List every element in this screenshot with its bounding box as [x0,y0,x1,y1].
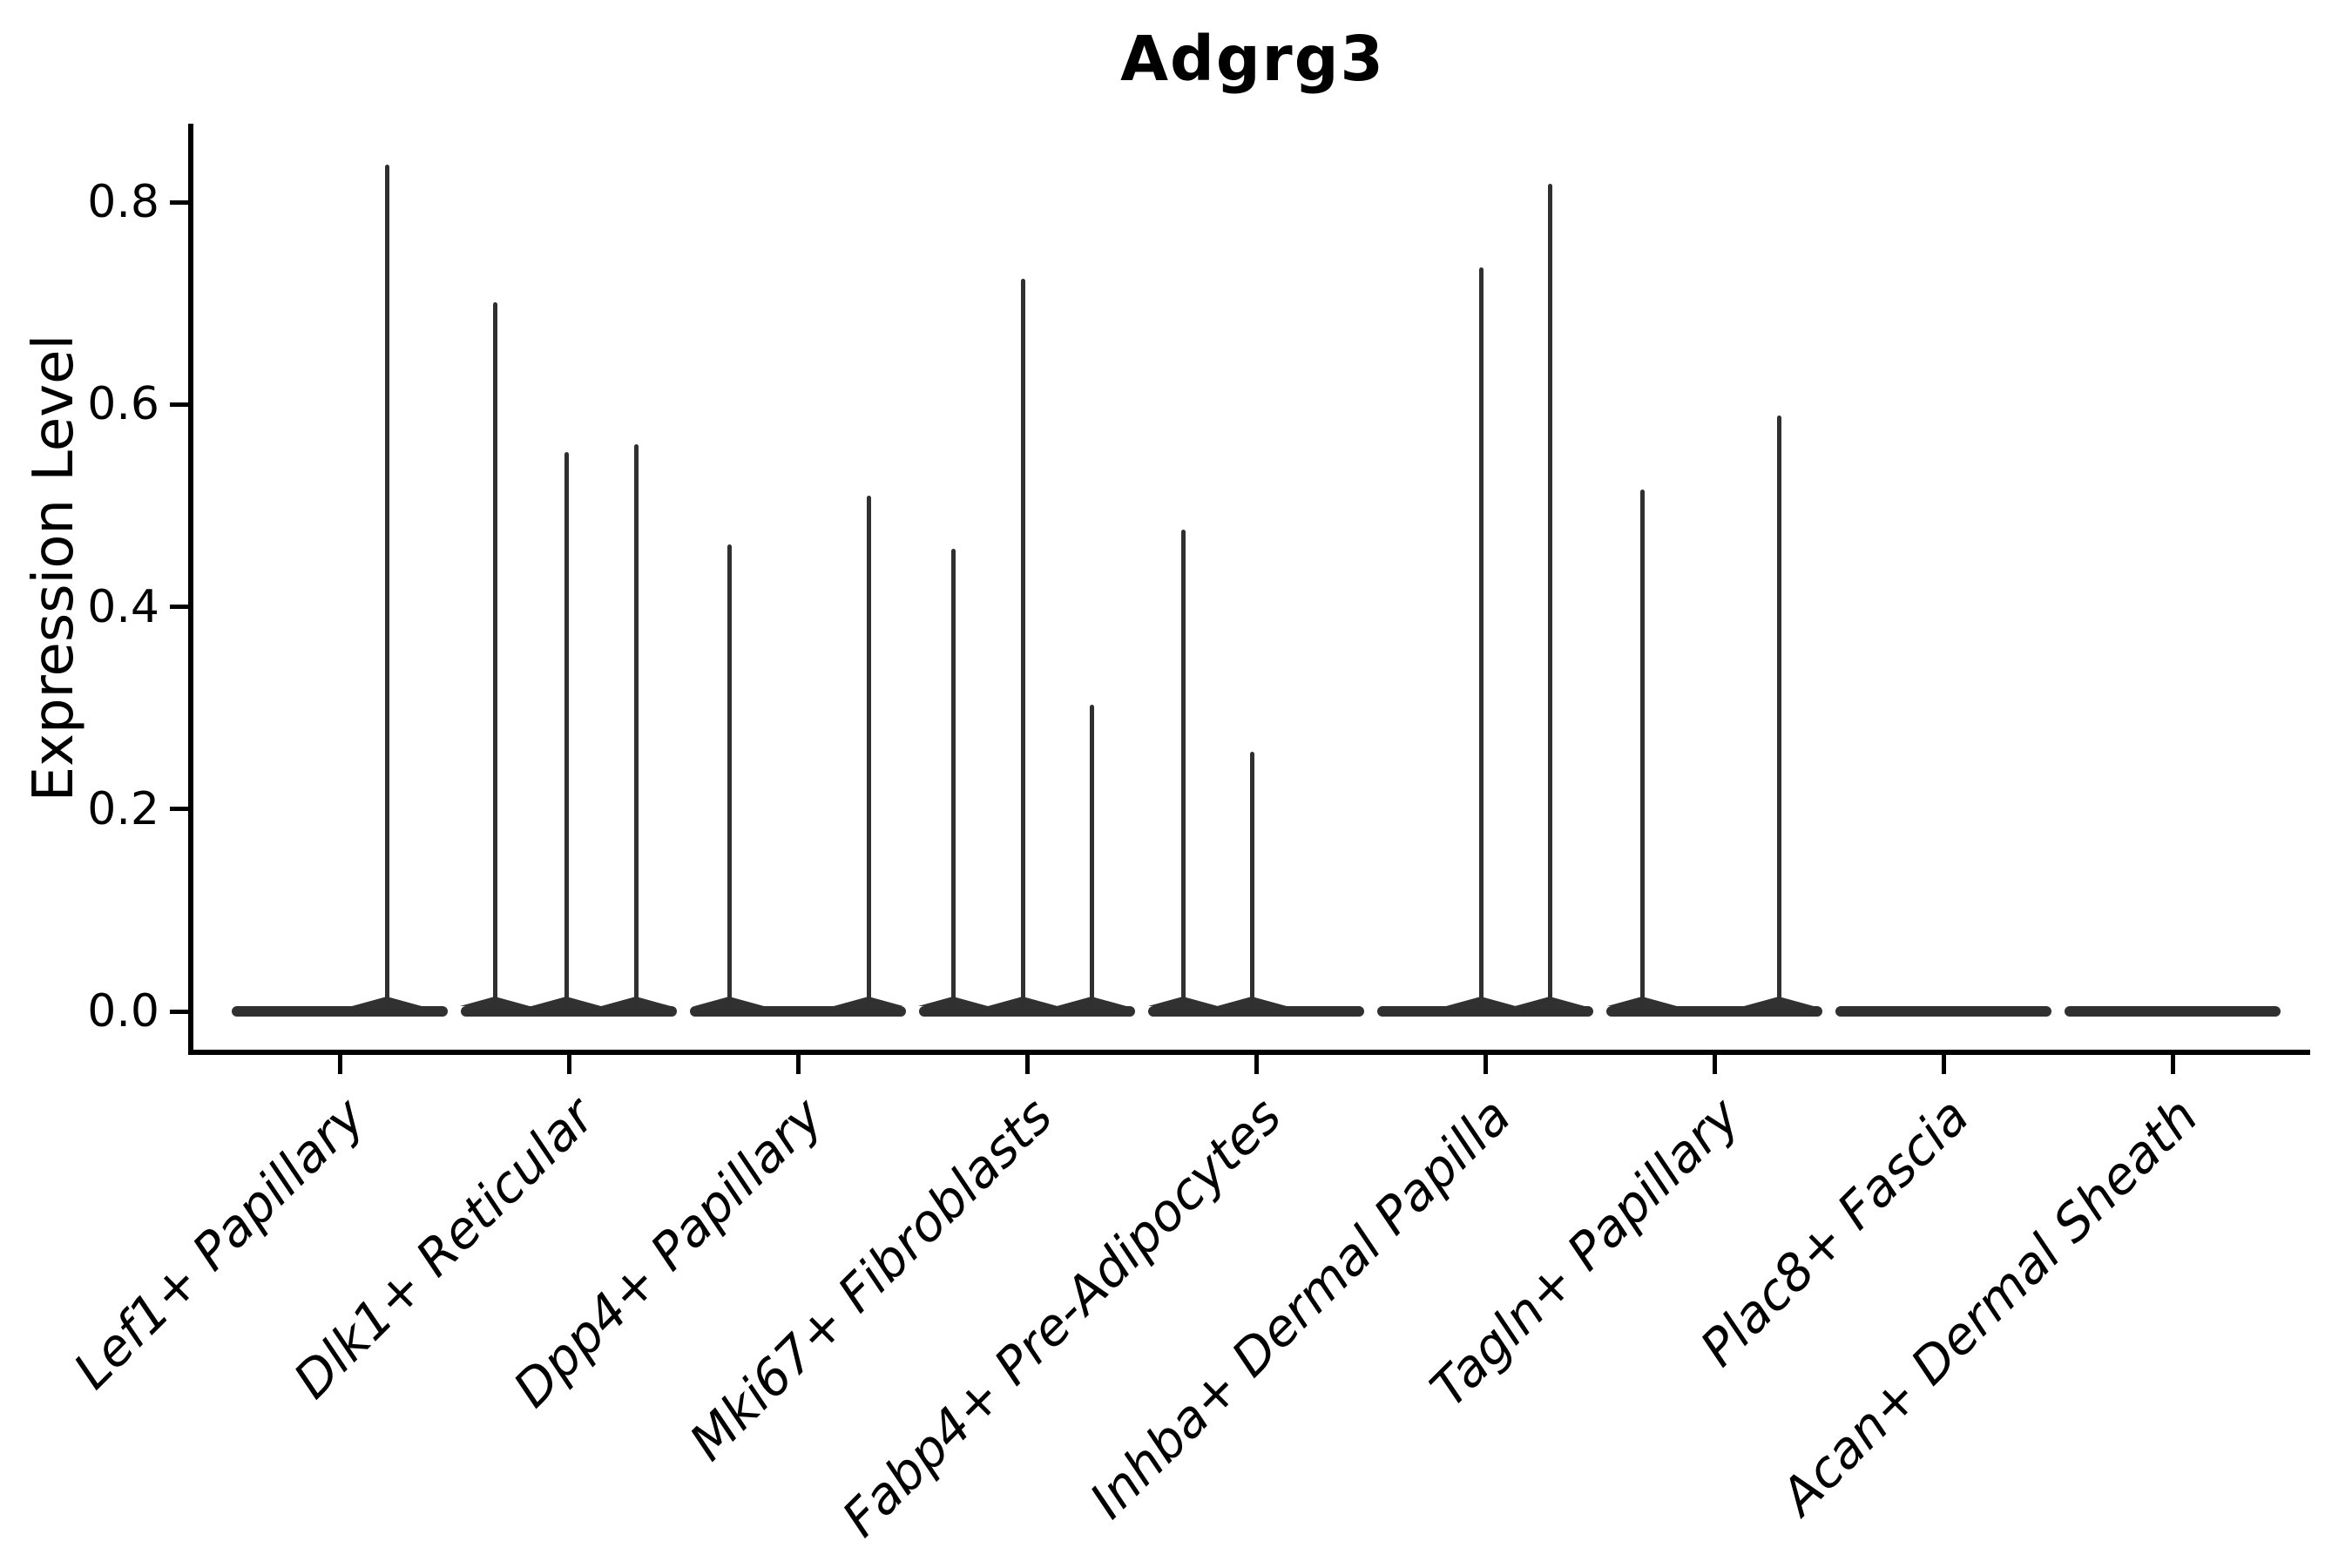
chart-title: Adgrg3 [1120,23,1385,95]
violin-spike [1020,279,1025,1011]
violin-spike [950,549,956,1011]
x-tick-mark [2170,1055,2175,1074]
violin-spike [1776,416,1781,1011]
violin-spike [492,301,497,1011]
violin-spike [866,495,871,1011]
violin-base [232,1006,448,1017]
violin-spike [564,451,569,1011]
x-tick-mark [1254,1055,1259,1074]
x-tick-mark [337,1055,342,1074]
violin-base [919,1006,1135,1017]
y-tick-label: 0.8 [87,176,159,228]
violin-spike [1089,705,1094,1011]
violin-base [2065,1006,2281,1017]
violin-spike [1478,267,1484,1011]
violin-spike [633,443,639,1011]
violin-spike [1639,489,1645,1011]
violin-spike [1547,184,1552,1011]
violin-base [1148,1006,1364,1017]
y-tick-mark [170,605,188,609]
x-tick-mark [566,1055,571,1074]
x-tick-mark [1024,1055,1030,1074]
x-tick-mark [1941,1055,1946,1074]
x-tick-label: Fabp4+ Pre-Adipocytes [830,1086,1294,1549]
violin-base [1835,1006,2051,1017]
violin-base [1606,1006,1822,1017]
violin-spike [1180,530,1186,1011]
violin-base [1377,1006,1593,1017]
y-tick-mark [170,199,188,205]
y-tick-label: 0.0 [87,985,159,1037]
y-tick-mark [170,1009,188,1014]
x-tick-mark [795,1055,801,1074]
y-tick-label: 0.2 [87,782,159,835]
x-tick-mark [1712,1055,1717,1074]
x-axis-spine [188,1050,2310,1055]
y-tick-mark [170,402,188,407]
x-tick-label: Acan+ Dermal Sheath [1769,1086,2210,1526]
y-tick-label: 0.6 [87,378,159,431]
y-tick-mark [170,807,188,812]
violin-spike [1249,751,1254,1011]
x-tick-label: Inhba+ Dermal Papilla [1078,1086,1523,1531]
violin-spike [727,544,732,1011]
y-tick-label: 0.4 [87,580,159,633]
y-axis-spine [188,124,193,1055]
violin-base [461,1006,677,1017]
x-tick-mark [1483,1055,1488,1074]
violin-base [690,1006,906,1017]
violin-spike [384,165,389,1011]
